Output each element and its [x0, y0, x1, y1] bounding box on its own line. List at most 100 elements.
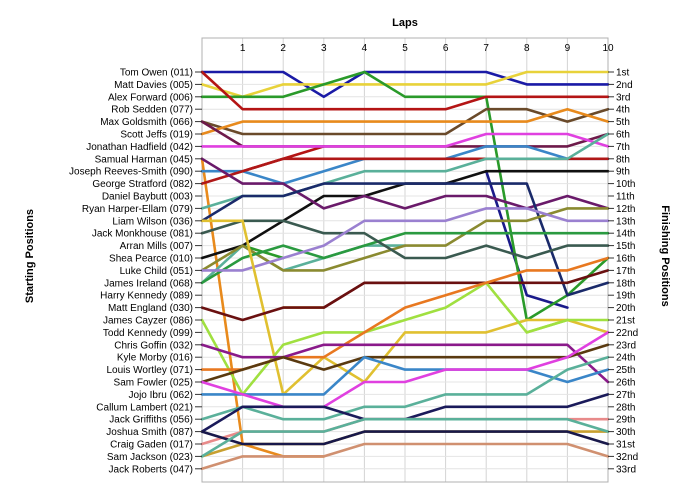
lap-tick-label: 5	[402, 43, 408, 54]
driver-label: Samual Harman (045)	[95, 154, 193, 165]
series-line	[200, 219, 610, 260]
finishing-position-label: 29th	[616, 415, 635, 426]
finishing-position-label: 22nd	[616, 328, 638, 339]
driver-label: Shea Pearce (010)	[109, 254, 193, 265]
grid	[201, 37, 609, 483]
driver-label: Sam Fowler (025)	[114, 378, 193, 389]
driver-label: Jack Griffiths (056)	[109, 415, 193, 426]
finishing-position-label: 13th	[616, 216, 635, 227]
driver-label: Max Goldsmith (066)	[100, 117, 193, 128]
series-line	[200, 157, 610, 210]
lap-tick-label: 2	[280, 43, 286, 54]
chart-title: Laps	[392, 17, 418, 29]
finishing-position-label: 9th	[616, 167, 630, 178]
finishing-position-label: 31st	[616, 440, 635, 451]
series-line-partial	[200, 244, 407, 285]
lap-tick-label: 1	[240, 43, 246, 54]
lap-tick-label: 6	[443, 43, 449, 54]
driver-label: Arran Mills (007)	[120, 241, 193, 252]
finishing-position-label: 21st	[616, 316, 635, 327]
driver-label: Luke Child (051)	[120, 266, 193, 277]
driver-label: Joshua Smith (087)	[106, 427, 193, 438]
series-line	[200, 269, 610, 322]
series-line	[200, 107, 610, 136]
series-line	[200, 132, 610, 148]
series-line	[200, 70, 610, 111]
finishing-position-label: 14th	[616, 229, 635, 240]
series-lines	[200, 70, 610, 471]
finishing-position-label: 33rd	[616, 464, 636, 475]
finishing-position-label: 26th	[616, 378, 635, 389]
finishing-position-label: 24th	[616, 353, 635, 364]
finishing-position-label: 4th	[616, 105, 630, 116]
series-line	[200, 355, 610, 421]
right-axis-label: Finishing Positions	[659, 205, 671, 306]
finishing-position-label: 28th	[616, 402, 635, 413]
finishing-position-label: 15th	[616, 241, 635, 252]
series-line	[200, 430, 610, 446]
driver-label: Kyle Morby (016)	[117, 353, 193, 364]
finishing-position-label: 25th	[616, 365, 635, 376]
finishing-position-label: 6th	[616, 130, 630, 141]
driver-label: Jack Roberts (047)	[109, 464, 193, 475]
finishing-position-label: 3rd	[616, 92, 630, 103]
driver-label: Scott Jeffs (019)	[120, 130, 193, 141]
driver-label: Callum Lambert (021)	[96, 402, 193, 413]
finishing-position-label: 2nd	[616, 80, 633, 91]
finishing-position-label: 19th	[616, 291, 635, 302]
lap-tick-label: 4	[362, 43, 368, 54]
series-line	[200, 70, 610, 99]
driver-label: Alex Forward (006)	[108, 92, 193, 103]
finishing-position-label: 11th	[616, 192, 635, 203]
driver-label: Jonathan Hadfield (042)	[86, 142, 193, 153]
series-line	[200, 70, 610, 99]
finishing-position-label: 20th	[616, 303, 635, 314]
finishing-position-label: 1st	[616, 68, 630, 79]
driver-label: Louis Wortley (071)	[106, 365, 193, 376]
series-line	[200, 355, 610, 396]
series-line	[200, 343, 610, 384]
driver-label: James Cayzer (086)	[103, 316, 193, 327]
lap-tick-label: 9	[565, 43, 571, 54]
driver-label: Liam Wilson (036)	[112, 216, 193, 227]
driver-label: Harry Kennedy (089)	[100, 291, 193, 302]
finishing-position-label: 32nd	[616, 452, 638, 463]
finishing-position-label: 7th	[616, 142, 630, 153]
finishing-position-label: 8th	[616, 154, 630, 165]
finishing-position-label: 23rd	[616, 340, 636, 351]
series-line	[200, 219, 610, 396]
left-axis-label: Starting Positions	[24, 209, 36, 303]
series-line	[200, 207, 610, 272]
series-line	[200, 343, 610, 384]
finishing-position-label: 18th	[616, 278, 635, 289]
driver-label: Joseph Reeves-Smith (090)	[69, 167, 193, 178]
series-line	[200, 442, 610, 471]
driver-labels: Tom Owen (011)Matt Davies (005)Alex Forw…	[69, 68, 202, 475]
series-line	[200, 417, 610, 458]
lap-tick-label: 7	[483, 43, 489, 54]
driver-label: Jojo Ibru (062)	[129, 390, 193, 401]
series-line	[200, 231, 610, 285]
finishing-position-label: 30th	[616, 427, 635, 438]
driver-label: Daniel Baybutt (003)	[102, 192, 193, 203]
series-line	[200, 70, 610, 322]
driver-label: James Ireland (068)	[104, 278, 193, 289]
finishing-position-label: 5th	[616, 117, 630, 128]
driver-label: Ryan Harper-Ellam (079)	[82, 204, 193, 215]
plot-frame	[201, 37, 609, 483]
finishing-position-label: 16th	[616, 254, 635, 265]
finishing-position-label: 12th	[616, 204, 635, 215]
driver-label: Matt Davies (005)	[114, 80, 193, 91]
driver-label: Matt England (030)	[108, 303, 193, 314]
series-line	[200, 331, 610, 409]
driver-label: Tom Owen (011)	[120, 68, 193, 79]
finishing-position-labels: 1st2nd3rd4th5th6th7th8th9th10th11th12th1…	[608, 68, 638, 475]
series-line	[200, 107, 610, 136]
lap-tick-label: 8	[524, 43, 530, 54]
lap-tick-label: 3	[321, 43, 327, 54]
driver-label: Jack Monkhouse (081)	[92, 229, 193, 240]
driver-label: George Stratford (082)	[92, 179, 193, 190]
finishing-position-label: 17th	[616, 266, 635, 277]
